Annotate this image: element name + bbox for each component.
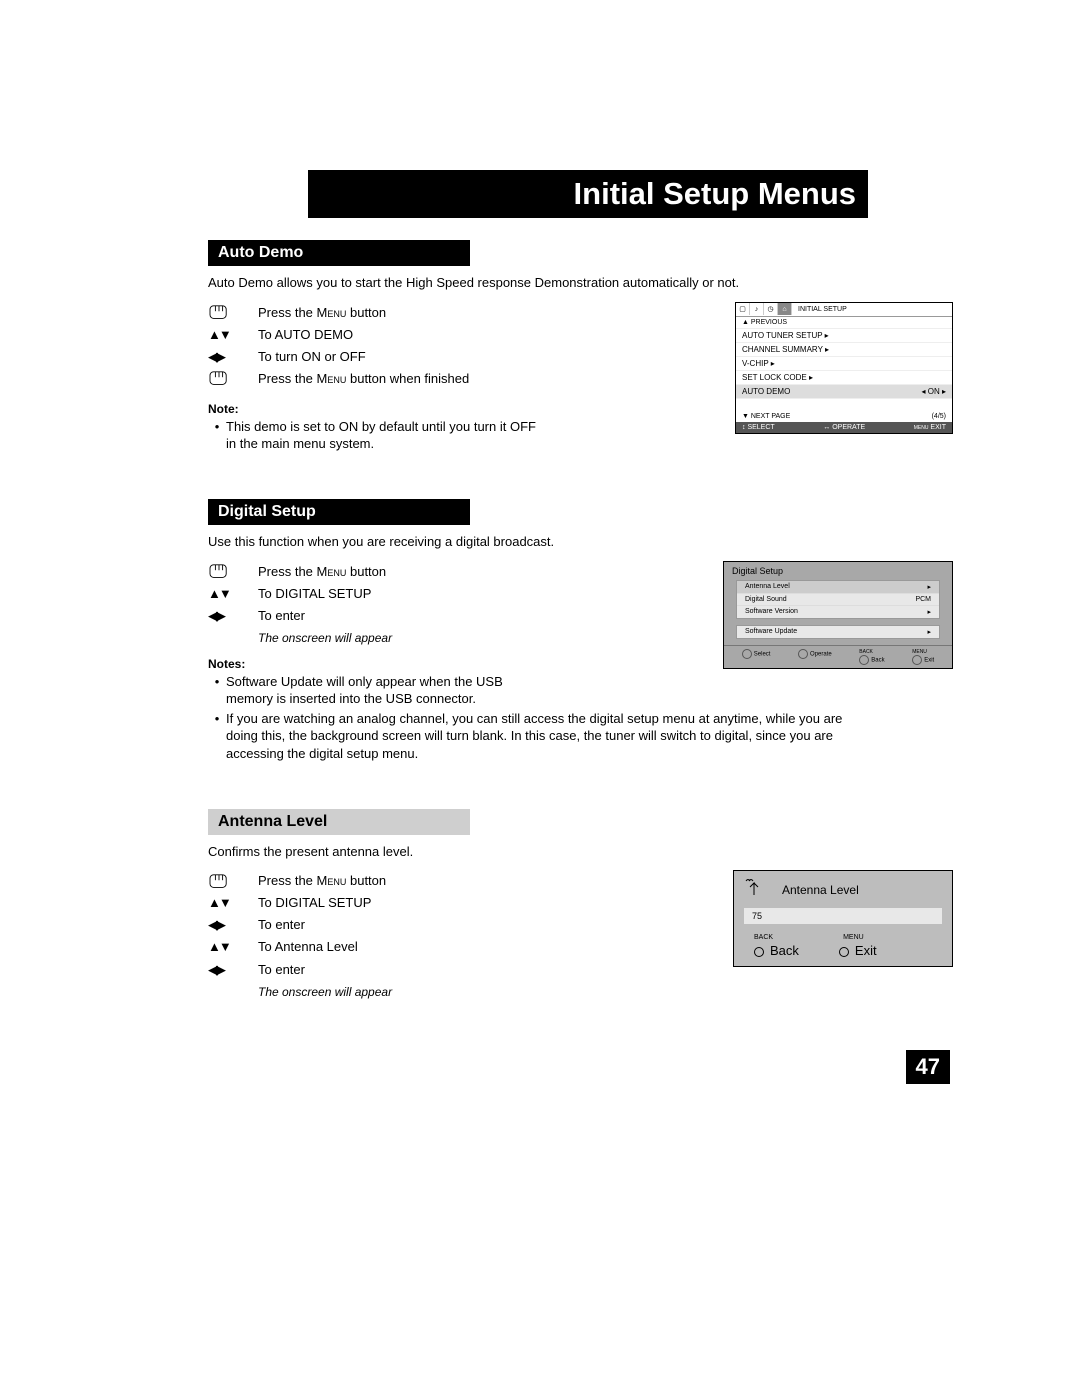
osd-exit-button: Exit (855, 943, 877, 958)
osd-tab-icon: ▢ (736, 303, 750, 315)
osd-item: AUTO TUNER SETUP ▸ (736, 329, 952, 343)
step-text-sc: Menu (317, 305, 347, 320)
step-text-sc: Menu (317, 371, 347, 386)
updown-icon: ▲▼ (208, 892, 258, 914)
step-text: button (346, 873, 386, 888)
heading-auto-demo: Auto Demo (208, 240, 470, 266)
leftright-icon: ◀▶ (208, 605, 258, 627)
osd-back-button: Back (770, 943, 799, 958)
bullet-icon: • (208, 418, 226, 453)
bullet-icon: • (208, 673, 226, 708)
osd-previous: ▲ PREVIOUS (736, 317, 952, 329)
osd-item: V-CHIP ▸ (736, 357, 952, 371)
leftright-icon: ◀▶ (208, 914, 258, 936)
section-digital-setup: Digital Setup Use this function when you… (208, 499, 868, 763)
step-text: button when finished (346, 371, 469, 386)
onscreen-appear: The onscreen will appear (258, 985, 868, 999)
antenna-icon (744, 877, 764, 902)
updown-icon: ▲▼ (208, 583, 258, 605)
step-text: button (346, 305, 386, 320)
osd-antenna-level: Antenna Level 75 BACK MENU Back Exit (733, 870, 953, 967)
note-text: Software Update will only appear when th… (226, 673, 528, 708)
section-antenna-level: Antenna Level Confirms the present anten… (208, 809, 868, 999)
osd-initial-setup: ▢ ♪ ◷ ⌂ INITIAL SETUP ▲ PREVIOUS AUTO TU… (735, 302, 953, 434)
bullet-icon: • (208, 710, 226, 763)
step-text: Press the (258, 873, 317, 888)
step-text-sc: Menu (317, 873, 347, 888)
step-text-sc: Menu (317, 564, 347, 579)
osd-item: CHANNEL SUMMARY ▸ (736, 343, 952, 357)
osd-row: Antenna Level▸ (737, 581, 939, 594)
updown-icon: ▲▼ (208, 936, 258, 958)
step-text: button (346, 564, 386, 579)
osd-title: Antenna Level (782, 883, 859, 897)
osd-next-page: ▼ NEXT PAGE (4/5) (736, 411, 952, 422)
osd-title: Digital Setup (724, 562, 952, 580)
note-text: If you are watching an analog channel, y… (226, 710, 868, 763)
leftright-icon: ◀▶ (208, 346, 258, 368)
circle-icon (754, 947, 764, 957)
auto-demo-intro: Auto Demo allows you to start the High S… (208, 274, 868, 292)
osd-tab-icon: ⌂ (778, 303, 792, 315)
osd-tab-icon: ♪ (750, 303, 764, 315)
osd-item: SET LOCK CODE ▸ (736, 371, 952, 385)
section-auto-demo: Auto Demo Auto Demo allows you to start … (208, 240, 868, 453)
digital-setup-intro: Use this function when you are receiving… (208, 533, 868, 551)
osd-value-bar: 75 (744, 908, 942, 924)
page-number: 47 (906, 1050, 950, 1084)
heading-antenna-level: Antenna Level (208, 809, 470, 835)
osd-row: Software Update▸ (737, 626, 939, 638)
osd-tab-icon: ◷ (764, 303, 778, 315)
osd-menu-label: MENU (843, 934, 864, 941)
osd-item-selected: AUTO DEMO ◂ ON ▸ (736, 385, 952, 399)
osd-back-label: BACK (754, 934, 773, 941)
osd-title: INITIAL SETUP (792, 306, 847, 313)
osd-row: Digital SoundPCM (737, 594, 939, 606)
osd-row: Software Version▸ (737, 606, 939, 618)
circle-icon (839, 947, 849, 957)
page-title: Initial Setup Menus (308, 170, 868, 218)
note-text: This demo is set to ON by default until … (226, 418, 548, 453)
heading-digital-setup: Digital Setup (208, 499, 470, 525)
hand-icon (208, 302, 258, 324)
osd-footer: ↕ SELECT ↔ OPERATE MENU EXIT (736, 422, 952, 433)
step-text: Press the (258, 564, 317, 579)
osd-footer: Select Operate BACKBack MENUExit (724, 645, 952, 668)
step-text: Press the (258, 371, 317, 386)
updown-icon: ▲▼ (208, 324, 258, 346)
osd-digital-setup: Digital Setup Antenna Level▸ Digital Sou… (723, 561, 953, 669)
leftright-icon: ◀▶ (208, 959, 258, 981)
hand-icon (208, 368, 258, 390)
hand-icon (208, 561, 258, 583)
step-text: Press the (258, 305, 317, 320)
antenna-level-intro: Confirms the present antenna level. (208, 843, 868, 861)
hand-icon (208, 870, 258, 892)
